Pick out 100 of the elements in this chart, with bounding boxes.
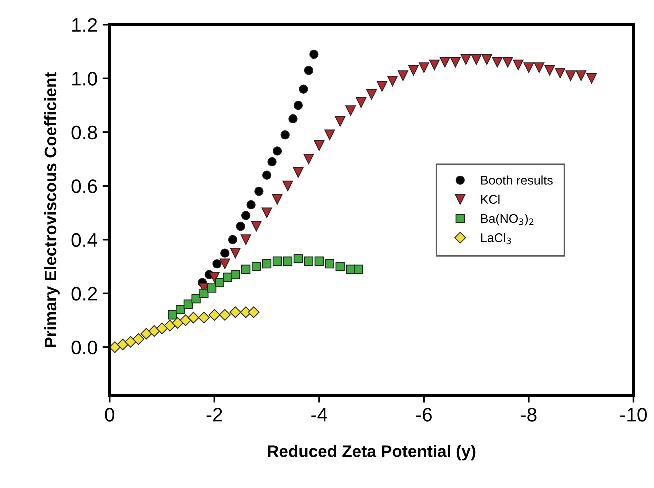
y-tick-label: 0.0	[72, 340, 98, 355]
point	[219, 309, 231, 321]
point	[231, 270, 240, 280]
legend-label: Ba(NO$_{3}$)$_{2}$	[481, 214, 534, 226]
point	[293, 167, 304, 178]
point	[207, 284, 217, 293]
point	[215, 278, 224, 288]
point	[132, 334, 145, 346]
point	[164, 320, 176, 332]
point	[544, 65, 556, 76]
legend-label: LaCl$_{3}$	[481, 233, 512, 244]
point	[240, 234, 252, 246]
point	[236, 222, 246, 232]
x-tick-label: 0	[105, 408, 115, 422]
point	[336, 262, 345, 272]
point	[299, 84, 308, 94]
point	[376, 81, 388, 92]
x-axis-title: Reduced Zeta Potential (y)	[268, 445, 476, 461]
point	[254, 186, 264, 196]
point	[230, 248, 241, 259]
point	[198, 312, 210, 324]
point	[230, 306, 242, 318]
point	[212, 259, 222, 269]
y-tick-label: 0.8	[72, 126, 98, 140]
point	[117, 338, 129, 351]
point	[398, 70, 409, 82]
point	[262, 259, 272, 269]
y-tick-label: 0.6	[72, 180, 98, 194]
point	[282, 180, 294, 192]
x-tick-label: -6	[416, 408, 432, 422]
point	[294, 254, 304, 264]
point	[125, 336, 137, 348]
point	[200, 289, 209, 298]
point	[208, 309, 220, 321]
point	[325, 259, 334, 269]
point	[252, 262, 262, 272]
point	[272, 146, 282, 156]
point	[492, 57, 503, 68]
point	[288, 114, 298, 124]
point	[440, 57, 450, 68]
x-tick-label: -10	[620, 408, 648, 422]
point	[418, 62, 430, 74]
point	[188, 312, 200, 324]
point	[248, 306, 260, 318]
point	[482, 54, 492, 66]
point	[172, 317, 184, 330]
point	[304, 154, 314, 165]
point	[148, 325, 160, 338]
point	[576, 70, 587, 82]
x-tick-label: -8	[521, 408, 537, 422]
y-tick-label: 1.2	[72, 18, 98, 32]
legend-label: Booth results	[481, 176, 553, 185]
point	[460, 54, 472, 66]
point	[294, 100, 304, 110]
x-tick-label: -2	[206, 408, 222, 422]
point	[387, 76, 398, 87]
point	[168, 310, 178, 320]
point	[502, 57, 514, 68]
point	[534, 62, 545, 74]
point	[283, 256, 293, 266]
point	[176, 305, 186, 314]
point	[555, 68, 566, 79]
point	[324, 130, 336, 140]
point	[310, 50, 319, 60]
point	[356, 98, 367, 108]
point	[566, 70, 576, 82]
point	[241, 264, 251, 274]
point	[314, 256, 324, 266]
point	[268, 157, 277, 167]
point	[513, 60, 524, 70]
point	[220, 248, 230, 258]
legend-label: KCl	[481, 194, 500, 204]
point	[156, 322, 168, 334]
point	[346, 106, 356, 116]
y-tick-label: 0.2	[72, 287, 98, 301]
x-tick-label: -4	[312, 408, 328, 422]
point	[280, 130, 290, 140]
point	[272, 256, 282, 266]
point	[228, 235, 238, 244]
point	[241, 211, 251, 220]
point	[272, 194, 283, 205]
point	[586, 73, 598, 84]
point	[335, 116, 346, 127]
y-axis-title: Primary Electroviscous Coefficient	[44, 72, 60, 348]
point	[140, 328, 152, 340]
point	[209, 272, 220, 283]
point	[262, 170, 272, 180]
point	[366, 89, 378, 100]
y-tick-label: 0.4	[72, 233, 98, 248]
point	[304, 256, 314, 266]
point	[262, 208, 272, 218]
point	[524, 62, 534, 74]
point	[450, 57, 461, 68]
point	[180, 314, 192, 326]
point	[184, 300, 194, 309]
y-tick-label: 1.0	[72, 72, 98, 86]
point	[429, 60, 440, 70]
point	[314, 140, 325, 152]
point	[192, 294, 201, 304]
point	[220, 258, 230, 270]
